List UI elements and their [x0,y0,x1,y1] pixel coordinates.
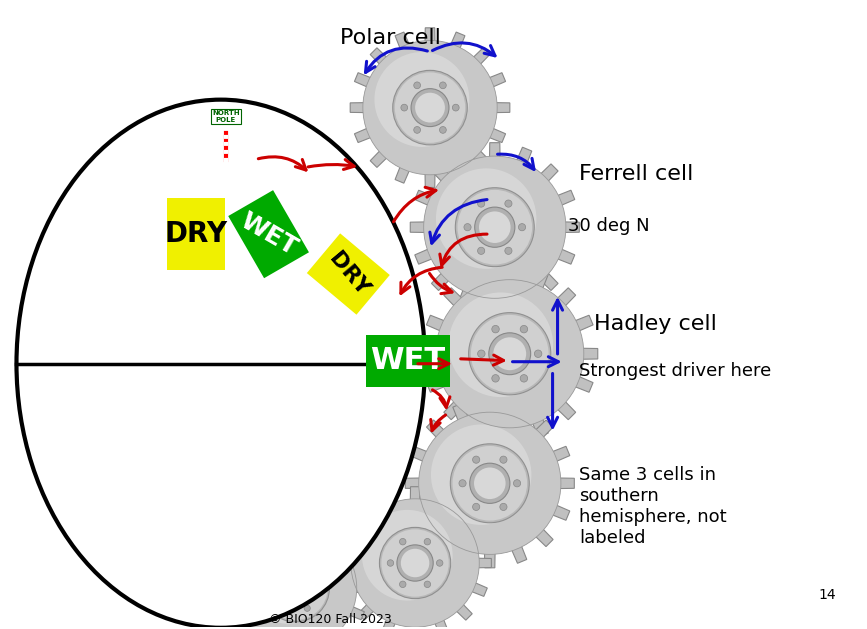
Circle shape [281,605,287,611]
Circle shape [363,40,497,175]
Circle shape [281,564,287,571]
Circle shape [262,554,329,622]
Text: Strongest driver here: Strongest driver here [579,362,772,380]
Circle shape [304,605,310,611]
Circle shape [520,375,528,382]
Circle shape [415,92,445,123]
Circle shape [397,545,434,581]
Circle shape [469,313,551,395]
Circle shape [473,503,479,511]
Circle shape [534,350,542,357]
Circle shape [375,52,469,147]
Text: © BIO120 Fall 2023: © BIO120 Fall 2023 [269,613,392,626]
Circle shape [435,280,583,428]
Circle shape [401,104,407,111]
Circle shape [244,537,331,624]
Circle shape [455,187,534,267]
Circle shape [458,190,532,265]
Text: NORTH
POLE: NORTH POLE [212,109,239,123]
Circle shape [470,463,510,503]
Circle shape [401,548,429,577]
Circle shape [411,89,449,126]
Circle shape [381,530,449,597]
Polygon shape [410,143,579,312]
Circle shape [264,556,328,620]
Circle shape [380,527,451,599]
Circle shape [520,325,528,333]
Text: WET: WET [236,208,301,260]
Circle shape [448,292,553,397]
Circle shape [450,444,529,523]
FancyBboxPatch shape [167,198,225,270]
Circle shape [424,538,431,545]
Circle shape [440,126,447,133]
Ellipse shape [16,99,425,628]
Circle shape [500,456,507,464]
Circle shape [424,581,431,587]
Circle shape [316,585,322,591]
Circle shape [234,526,356,629]
Circle shape [304,564,310,571]
Circle shape [478,350,485,357]
Circle shape [453,104,460,111]
Circle shape [269,585,275,591]
Circle shape [424,156,566,298]
Circle shape [453,446,527,521]
Text: Ferrell cell: Ferrell cell [579,164,694,184]
Polygon shape [350,28,510,187]
Text: 30 deg N: 30 deg N [568,217,649,235]
Circle shape [282,574,309,601]
Circle shape [393,70,467,145]
Circle shape [394,72,466,143]
Circle shape [464,223,471,231]
FancyBboxPatch shape [307,233,390,314]
Circle shape [388,560,394,566]
Circle shape [436,560,443,566]
Circle shape [489,333,531,375]
Circle shape [492,325,499,333]
Text: Polar cell: Polar cell [340,28,440,48]
Circle shape [362,510,453,601]
Circle shape [436,169,537,269]
Polygon shape [405,399,574,568]
Circle shape [471,315,549,392]
Circle shape [513,480,521,487]
Circle shape [419,412,561,554]
Circle shape [492,375,499,382]
Text: WET: WET [370,346,446,376]
FancyBboxPatch shape [228,190,309,278]
Circle shape [400,581,406,587]
Circle shape [400,538,406,545]
Polygon shape [223,515,368,629]
Circle shape [431,425,531,525]
Circle shape [351,499,479,627]
Circle shape [505,247,512,254]
Circle shape [478,200,485,207]
Circle shape [478,247,485,254]
Polygon shape [339,487,492,629]
Text: Hadley cell: Hadley cell [595,314,717,334]
Circle shape [414,126,420,133]
Circle shape [440,82,447,89]
Circle shape [518,223,525,231]
FancyBboxPatch shape [366,335,451,387]
Text: DRY: DRY [164,220,227,248]
Text: DRY: DRY [324,248,372,299]
Circle shape [473,456,479,464]
Polygon shape [421,265,597,442]
Circle shape [500,503,507,511]
Text: Same 3 cells in
southern
hemisphere, not
labeled: Same 3 cells in southern hemisphere, not… [579,466,727,547]
Circle shape [474,467,505,499]
Circle shape [505,200,512,207]
Circle shape [475,207,515,247]
Circle shape [479,211,511,243]
Circle shape [493,337,526,370]
Text: 14: 14 [818,588,837,602]
Circle shape [414,82,420,89]
Circle shape [459,480,466,487]
Circle shape [278,571,313,605]
